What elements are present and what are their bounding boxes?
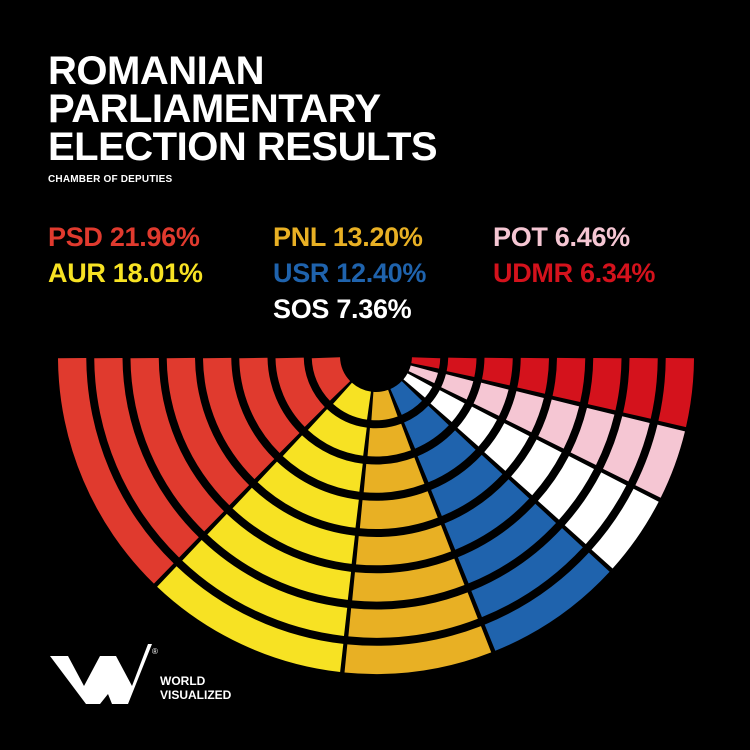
seat-arc-aur-row-5 (232, 487, 355, 564)
subtitle: CHAMBER OF DEPUTIES (48, 174, 173, 185)
result-udmr: UDMR 6.34% (493, 258, 656, 288)
title-block: ROMANIAN PARLIAMENTARY ELECTION RESULTS … (48, 49, 438, 185)
seat-arc-pnl-row-3 (363, 457, 425, 493)
brand-name: WORLD VISUALIZED (160, 674, 231, 702)
seat-arc-udmr-row-3 (481, 357, 513, 386)
seat-arc-sos-row-1 (403, 373, 433, 398)
result-psd: PSD 21.96% (48, 222, 200, 252)
seat-arc-usr-row-2 (404, 405, 449, 449)
seat-arc-pot-row-8 (635, 424, 685, 498)
seat-arc-sos-row-5 (511, 439, 562, 496)
title-line-1: ROMANIAN (48, 49, 264, 93)
seat-arc-udmr-row-5 (552, 357, 586, 403)
seat-arc-usr-row-6 (457, 503, 557, 584)
seat-arc-sos-row-7 (564, 472, 627, 545)
seat-arc-aur-row-6 (207, 513, 352, 600)
brand-line-2: VISUALIZED (160, 688, 232, 702)
brand-line-1: WORLD (160, 674, 206, 688)
seat-arc-pnl-row-7 (348, 592, 478, 638)
seat-arc-pnl-row-2 (367, 423, 412, 457)
seat-arc-pot-row-3 (473, 382, 509, 416)
seat-arc-sos-row-8 (591, 488, 659, 569)
seat-arc-aur-row-2 (307, 409, 367, 456)
title-line-2: PARLIAMENTARY (48, 87, 381, 131)
seat-arc-psd-row-3 (239, 357, 300, 454)
result-aur: AUR 18.01% (48, 258, 203, 288)
result-pot: POT 6.46% (493, 222, 630, 252)
seat-arc-psd-row-4 (202, 357, 275, 480)
result-usr: USR 12.40% (273, 258, 427, 288)
seat-arc-usr-row-8 (484, 552, 610, 651)
seat-arc-sos-row-3 (457, 406, 497, 447)
seat-arc-psd-row-5 (166, 357, 250, 506)
seat-arc-sos-row-2 (430, 390, 465, 423)
seat-arc-usr-row-3 (417, 430, 476, 483)
seat-arc-pnl-row-8 (344, 626, 492, 675)
seat-arc-psd-row-7 (94, 357, 199, 558)
seat-arc-usr-row-4 (431, 454, 503, 517)
seat-arc-aur-row-8 (157, 566, 344, 672)
seat-arc-pnl-row-6 (352, 558, 465, 602)
seat-arc-aur-row-7 (182, 540, 348, 636)
seat-arc-udmr-row-2 (446, 357, 477, 377)
world-visualized-logo: ® (50, 644, 158, 704)
title-line-3: ELECTION RESULTS (48, 125, 438, 169)
seat-arc-aur-row-4 (257, 461, 359, 528)
result-pnl: PNL 13.20% (273, 222, 423, 252)
seat-arc-usr-row-7 (471, 528, 583, 618)
seat-arc-usr-row-1 (390, 381, 423, 415)
seat-arc-pnl-row-1 (371, 389, 398, 421)
seat-arc-pot-row-5 (538, 399, 580, 449)
result-sos: SOS 7.36% (273, 294, 412, 324)
registered-mark: ® (152, 647, 158, 656)
seat-arc-pot-row-4 (505, 391, 544, 433)
seat-arc-pnl-row-4 (359, 491, 438, 530)
seat-arc-psd-row-8 (57, 358, 174, 584)
seat-arc-pot-row-1 (408, 365, 439, 384)
seat-arc-udmr-row-7 (623, 357, 658, 419)
seat-arc-pot-row-2 (441, 374, 474, 400)
seat-arc-sos-row-4 (484, 423, 530, 471)
seat-arc-pnl-row-5 (356, 524, 452, 566)
seat-arc-udmr-row-4 (517, 357, 550, 394)
seat-arc-udmr-row-6 (587, 357, 622, 411)
seat-arc-aur-row-3 (282, 435, 363, 492)
seat-arc-udmr-row-1 (411, 357, 441, 369)
seat-arc-sos-row-6 (537, 455, 595, 520)
seat-arc-psd-row-6 (130, 357, 224, 532)
seat-arc-udmr-row-8 (658, 358, 695, 428)
seat-arc-pot-row-6 (570, 407, 615, 466)
seat-arc-psd-row-2 (275, 357, 325, 427)
seat-arc-usr-row-5 (444, 479, 530, 550)
seat-arc-pot-row-7 (603, 416, 650, 482)
seat-arc-aur-row-1 (333, 382, 371, 420)
seat-arc-psd-row-1 (311, 357, 351, 401)
